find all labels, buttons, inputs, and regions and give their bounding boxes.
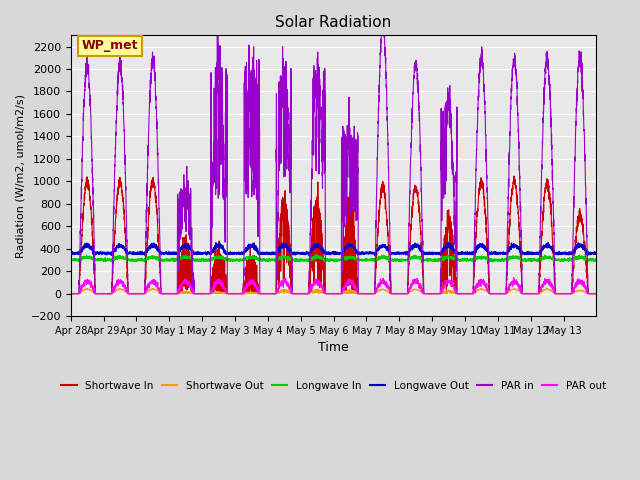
Text: WP_met: WP_met <box>81 39 138 52</box>
Legend: Shortwave In, Shortwave Out, Longwave In, Longwave Out, PAR in, PAR out: Shortwave In, Shortwave Out, Longwave In… <box>57 377 610 395</box>
X-axis label: Time: Time <box>318 341 349 354</box>
Y-axis label: Radiation (W/m2, umol/m2/s): Radiation (W/m2, umol/m2/s) <box>15 94 25 258</box>
Title: Solar Radiation: Solar Radiation <box>275 15 392 30</box>
